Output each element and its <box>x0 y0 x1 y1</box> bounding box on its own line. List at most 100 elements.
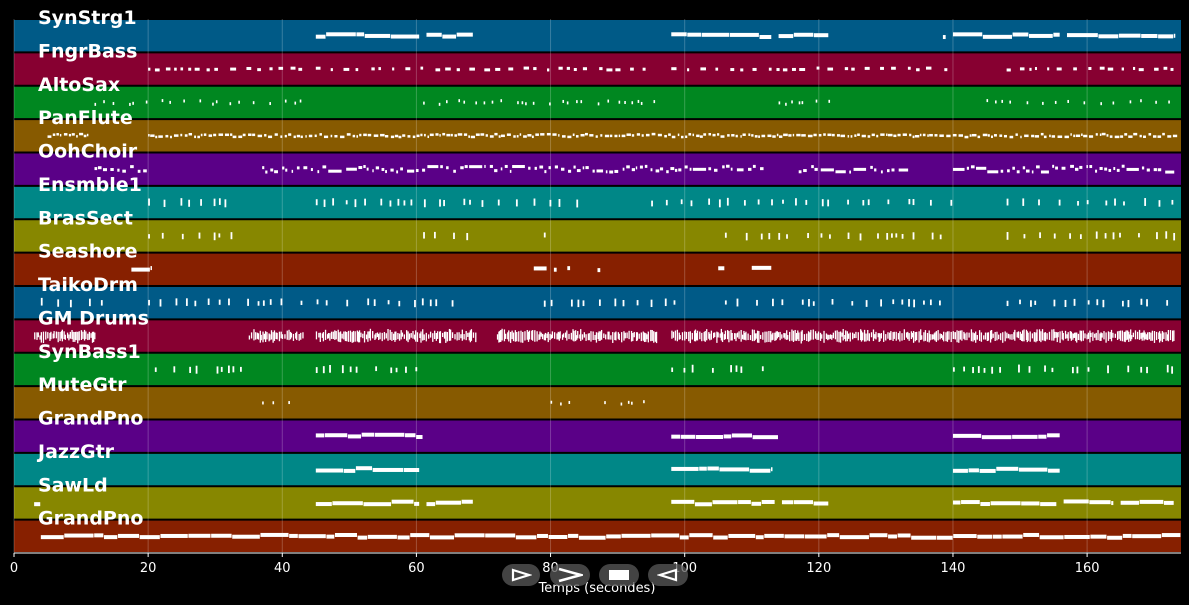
note <box>423 232 425 239</box>
note <box>1104 233 1107 239</box>
note <box>987 134 990 137</box>
note <box>809 332 811 341</box>
note <box>865 300 868 307</box>
note <box>829 234 831 239</box>
note <box>64 533 94 538</box>
note <box>90 333 92 338</box>
note <box>836 134 840 137</box>
note <box>1054 100 1057 104</box>
note <box>439 134 441 137</box>
note <box>701 32 730 37</box>
note <box>343 67 350 71</box>
note <box>524 331 526 341</box>
note <box>558 199 561 207</box>
note <box>807 134 813 138</box>
note <box>423 199 426 208</box>
play-button[interactable] <box>502 564 540 586</box>
note <box>533 266 547 271</box>
note <box>867 329 869 341</box>
note <box>761 366 764 372</box>
note <box>655 169 660 173</box>
note <box>567 533 579 538</box>
note <box>576 169 581 173</box>
note <box>609 134 613 138</box>
note <box>535 133 539 136</box>
note <box>299 99 302 103</box>
note <box>435 68 441 72</box>
note <box>387 328 389 341</box>
note <box>1049 134 1051 138</box>
note <box>83 329 86 341</box>
note <box>290 333 293 338</box>
note <box>1144 198 1147 206</box>
note <box>964 135 969 139</box>
note <box>742 133 746 136</box>
note <box>1145 334 1147 340</box>
note <box>646 334 648 340</box>
note <box>280 298 283 306</box>
note <box>731 134 735 137</box>
note <box>129 102 131 106</box>
note <box>1018 364 1020 373</box>
note <box>1035 332 1037 343</box>
note <box>699 466 707 471</box>
note <box>937 330 939 341</box>
note <box>403 468 420 473</box>
note <box>428 334 430 339</box>
note <box>883 330 885 342</box>
note <box>326 32 356 37</box>
note <box>892 332 894 341</box>
note <box>760 167 764 171</box>
note <box>561 334 564 340</box>
note <box>1064 330 1067 339</box>
note <box>885 334 887 341</box>
note <box>925 66 932 70</box>
note <box>1131 335 1133 340</box>
rewind-button[interactable] <box>648 564 688 586</box>
note <box>1171 330 1174 342</box>
note <box>983 367 986 373</box>
note <box>846 331 848 342</box>
note <box>622 167 625 171</box>
note <box>761 134 766 138</box>
note <box>934 332 936 341</box>
note <box>238 135 243 139</box>
note <box>463 198 466 206</box>
stop-button[interactable] <box>599 564 639 586</box>
note <box>445 331 447 343</box>
note <box>783 133 788 137</box>
note <box>792 133 795 137</box>
note <box>907 66 911 70</box>
note <box>495 67 501 71</box>
note <box>1048 331 1051 340</box>
note <box>318 332 320 338</box>
note <box>500 329 502 342</box>
note <box>1105 200 1108 206</box>
note <box>516 135 519 138</box>
note <box>1077 201 1079 206</box>
note <box>1027 332 1029 341</box>
note <box>375 366 378 372</box>
note <box>319 133 322 136</box>
note <box>408 333 411 340</box>
fast-forward-button[interactable] <box>550 564 590 586</box>
note <box>781 500 793 505</box>
note <box>570 332 573 340</box>
note <box>349 366 352 373</box>
note <box>288 401 290 405</box>
note <box>711 367 714 373</box>
note <box>180 67 184 71</box>
note <box>1143 135 1146 139</box>
note <box>758 135 761 138</box>
note <box>857 133 860 136</box>
note <box>436 331 439 339</box>
note <box>429 535 455 540</box>
note <box>689 533 713 538</box>
note <box>538 334 540 340</box>
note <box>227 365 230 374</box>
note <box>948 331 950 340</box>
note <box>1051 367 1054 373</box>
note <box>912 331 915 343</box>
note <box>886 233 889 240</box>
note <box>931 232 934 240</box>
